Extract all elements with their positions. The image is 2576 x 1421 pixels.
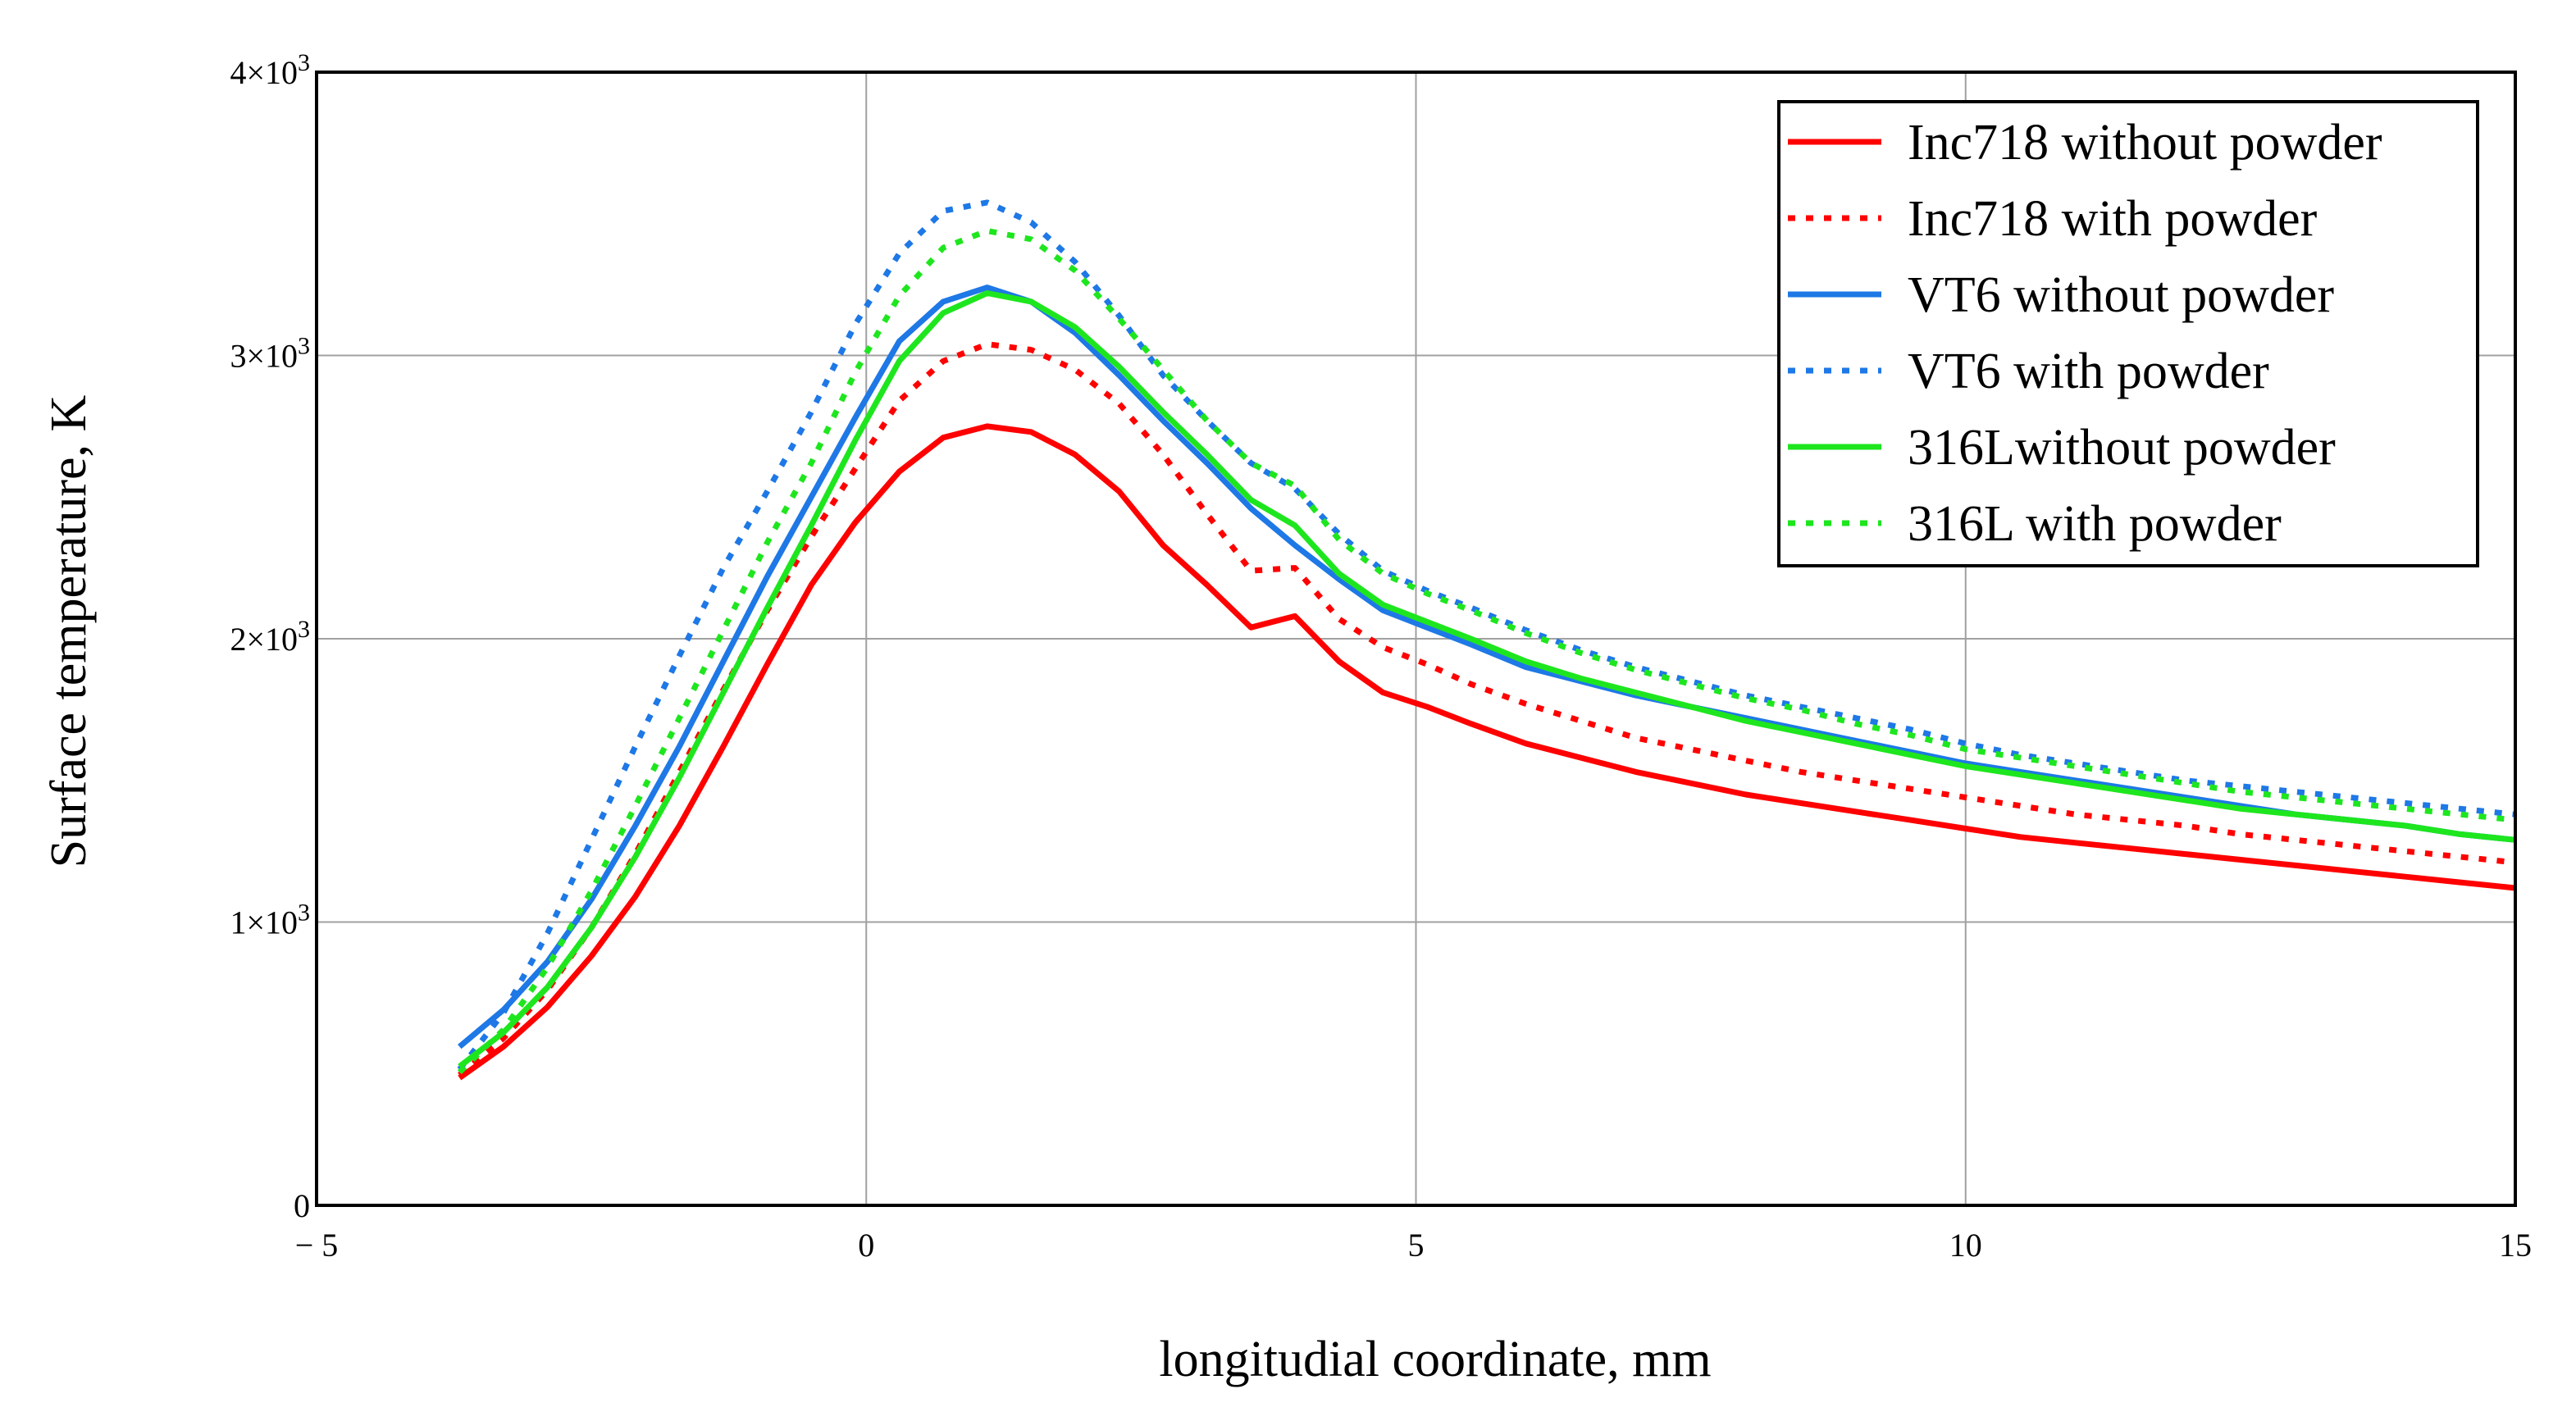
y-tick-mantissa: 0 [294,1187,310,1224]
x-tick-label: − 5 [295,1227,339,1264]
y-tick-exponent: 3 [298,616,310,643]
legend-label: 316Lwithout powder [1908,420,2336,476]
y-tick-mantissa: 3×10 [230,338,298,375]
y-tick-label: 4×103 [230,49,310,91]
y-tick-label: 1×103 [230,900,310,941]
legend-label: VT6 without powder [1908,267,2334,323]
legend-box [1777,100,2479,567]
y-tick-exponent: 3 [298,49,310,76]
y-tick-mantissa: 1×10 [230,904,298,941]
series-line [457,199,2516,1072]
y-tick-exponent: 3 [298,333,310,360]
y-tick-mantissa: 2×10 [230,621,298,658]
series-line [458,290,2516,1069]
x-tick-label: 0 [858,1227,874,1264]
x-tick-label: 15 [2499,1227,2532,1264]
y-tick-exponent: 3 [298,900,310,927]
plot-area-series [457,199,2516,1081]
x-tick-label: 5 [1408,1227,1425,1264]
x-tick-label: 10 [1949,1227,1982,1264]
y-axis-title: Surface temperature, K [41,394,97,868]
y-tick-mantissa: 4×10 [230,54,298,91]
y-tick-label: 3×103 [230,333,310,375]
y-tick-label: 0 [294,1187,310,1224]
legend-label: 316L with powder [1908,496,2282,552]
x-axis-title: longitudial coordinate, mm [1159,1332,1711,1387]
x-axis-ticks: − 5 0 5 10 15 [295,1227,2532,1264]
plot-frame [315,71,2517,1207]
legend-label: Inc718 without powder [1908,115,2382,171]
legend: Inc718 without powder Inc718 with powder V… [1777,100,2479,567]
legend-label: VT6 with powder [1908,344,2269,399]
legend-label: Inc718 with powder [1908,191,2318,247]
series-line [458,423,2516,1081]
y-tick-label: 2×103 [230,616,310,658]
series-line [457,228,2516,1075]
